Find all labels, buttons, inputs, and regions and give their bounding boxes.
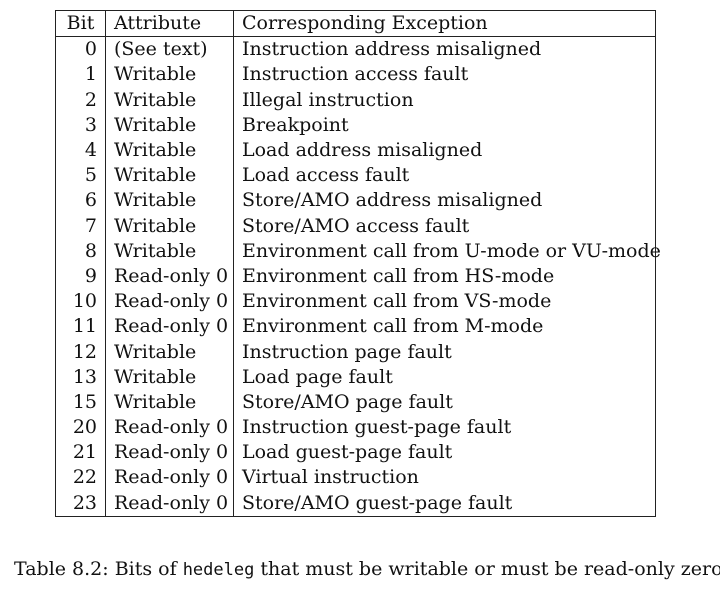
attribute-cell: Writable [105,87,234,113]
table-row: 1 Writable Instruction access fault [55,62,656,88]
bit-cell: 10 [55,289,106,315]
exception-cell: Instruction access fault [242,63,469,86]
bit-cell: 7 [55,213,106,239]
table-row: 7 Writable Store/AMO access fault [55,213,656,239]
table-header: Bit Attribute Corresponding Exception [55,10,656,37]
exception-cell: Store/AMO access fault [242,214,470,237]
exception-cell: Virtual instruction [242,466,419,489]
table-row: 10 Read-only 0 Environment call from VS-mo… [55,289,656,315]
attribute-cell: Read-only 0 [105,263,234,290]
hedeleg-table-container: Bit Attribute Corresponding Exception 0(… [55,10,661,517]
exception-cell: Illegal instruction [242,88,414,111]
attribute-cell: Read-only 0 [105,314,234,340]
bit-cell: 23 [55,490,106,517]
bit-cell: 5 [55,163,106,189]
exception-cell: Instruction page fault [242,340,452,363]
table-row: 11 Read-only 0 Environment call from M-mod… [55,314,656,340]
table-body: 0 (See text) Instruction address misaligne… [55,36,661,517]
attribute-cell: Writable [105,112,234,138]
exception-cell: Load guest-page fault [242,441,453,464]
table-row: 0 (See text) Instruction address misaligne… [55,36,656,63]
bit-cell: 2 [55,87,106,113]
attribute-cell: Writable [105,238,234,264]
attribute-cell: Writable [105,163,234,189]
exception-cell: Load access fault [242,164,410,187]
table-row: 8 Writable Environment call from U-mode or… [55,238,661,264]
bit-cell: 4 [55,137,106,164]
exception-cell: Store/AMO page fault [242,390,453,413]
exception-cell: Environment call from HS-mode [242,264,555,287]
table-row: 9 Read-only 0 Environment call from HS-mod… [55,263,656,290]
table-row: 6 Writable Store/AMO address misaligned [55,188,656,214]
table-row: 21 Read-only 0 Load guest-page fault [55,440,656,466]
bit-cell: 11 [55,314,106,340]
bit-cell: 20 [55,415,106,441]
hedeleg-bits-table: Bit Attribute Corresponding Exception 0(… [55,10,661,517]
table-row: 22 Read-only 0 Virtual instruction [55,465,656,491]
table-row: 13 Writable Load page fault [55,364,656,390]
header-row: Bit Attribute Corresponding Exception [55,10,656,37]
attribute-cell: Read-only 0 [105,415,234,441]
exception-cell: Breakpoint [242,113,349,136]
attribute-cell: Read-only 0 [105,465,234,491]
attribute-cell: Writable [105,364,234,390]
table-row: 20 Read-only 0 Instruction guest-page faul… [55,415,656,441]
bit-cell: 15 [55,389,106,415]
bit-cell: 9 [55,263,106,290]
caption-prefix: Table 8.2: Bits of [14,558,183,580]
exception-cell: Environment call from U-mode or VU-mode [242,239,661,262]
exception-cell: Load address misaligned [242,139,483,162]
bit-cell: 21 [55,440,106,466]
table-row: 3 Writable Breakpoint [55,112,656,138]
caption-register-name: hedeleg [182,560,255,580]
table-row: 12 Writable Instruction page fault [55,339,656,365]
attribute-cell: Read-only 0 [105,289,234,315]
header-attribute: Attribute [105,10,234,37]
table-row: 4 Writable Load address misaligned [55,137,656,164]
table-row: 15 Writable Store/AMO page fault [55,389,656,415]
bit-cell: 22 [55,465,106,491]
attribute-cell: (See text) [105,36,234,63]
exception-cell: Instruction address misaligned [242,38,542,61]
table-row: 5 Writable Load access fault [55,163,656,189]
bit-cell: 13 [55,364,106,390]
exception-cell: Environment call from M-mode [242,315,544,338]
caption-suffix: that must be writable or must be read-on… [254,558,720,580]
attribute-cell: Writable [105,137,234,164]
bit-cell: 0 [55,36,106,63]
exception-cell: Store/AMO guest-page fault [242,491,513,514]
exception-cell: Load page fault [242,365,393,388]
bit-cell: 8 [55,238,106,264]
table-row: 23 Read-only 0 Store/AMO guest-page fault [55,490,656,517]
bit-cell: 6 [55,188,106,214]
bit-cell: 12 [55,339,106,365]
attribute-cell: Writable [105,389,234,415]
exception-cell: Store/AMO address misaligned [242,189,543,212]
bit-cell: 3 [55,112,106,138]
attribute-cell: Writable [105,339,234,365]
attribute-cell: Writable [105,62,234,88]
attribute-cell: Writable [105,188,234,214]
attribute-cell: Read-only 0 [105,440,234,466]
exception-cell: Instruction guest-page fault [242,416,512,439]
attribute-cell: Read-only 0 [105,490,234,517]
table-row: 2 Writable Illegal instruction [55,87,656,113]
bit-cell: 1 [55,62,106,88]
attribute-cell: Writable [105,213,234,239]
header-bit: Bit [55,10,106,37]
header-exception: Corresponding Exception [242,12,488,35]
exception-cell: Environment call from VS-mode [242,290,552,313]
table-caption: Table 8.2: Bits of hedeleg that must be … [14,558,720,580]
